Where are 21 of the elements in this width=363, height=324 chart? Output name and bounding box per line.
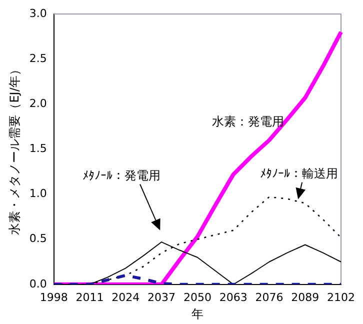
x-tick-label: 2024 [112,290,140,304]
x-axis-title: 年 [191,306,204,321]
annotation: ﾒﾀﾉｰﾙ：発電用 [82,168,161,182]
x-tick-label: 2050 [183,290,212,304]
y-axis-title: 水素・メタノール需要（EJ/年） [7,64,22,235]
x-tick-label: 2102 [327,290,355,304]
x-tick-label: 2076 [255,290,284,304]
annotation: ﾒﾀﾉｰﾙ：輸送用 [260,166,338,180]
x-tick-label: 2063 [219,290,248,304]
y-tick-label: 0.5 [29,232,47,246]
y-tick-label: 0.0 [29,277,47,290]
x-tick-label: 2037 [148,290,176,304]
y-tick-label: 1.0 [29,187,47,200]
x-tick-label: 2089 [291,290,320,304]
y-tick-label: 1.5 [29,142,47,156]
y-tick-label: 2.0 [29,96,47,110]
y-tick-label: 2.5 [29,52,47,65]
x-tick-label: 2011 [76,290,104,304]
y-tick-label: 3.0 [29,6,47,20]
series-label: 水素：発電用 [212,114,284,128]
x-tick-label: 1998 [40,290,68,304]
